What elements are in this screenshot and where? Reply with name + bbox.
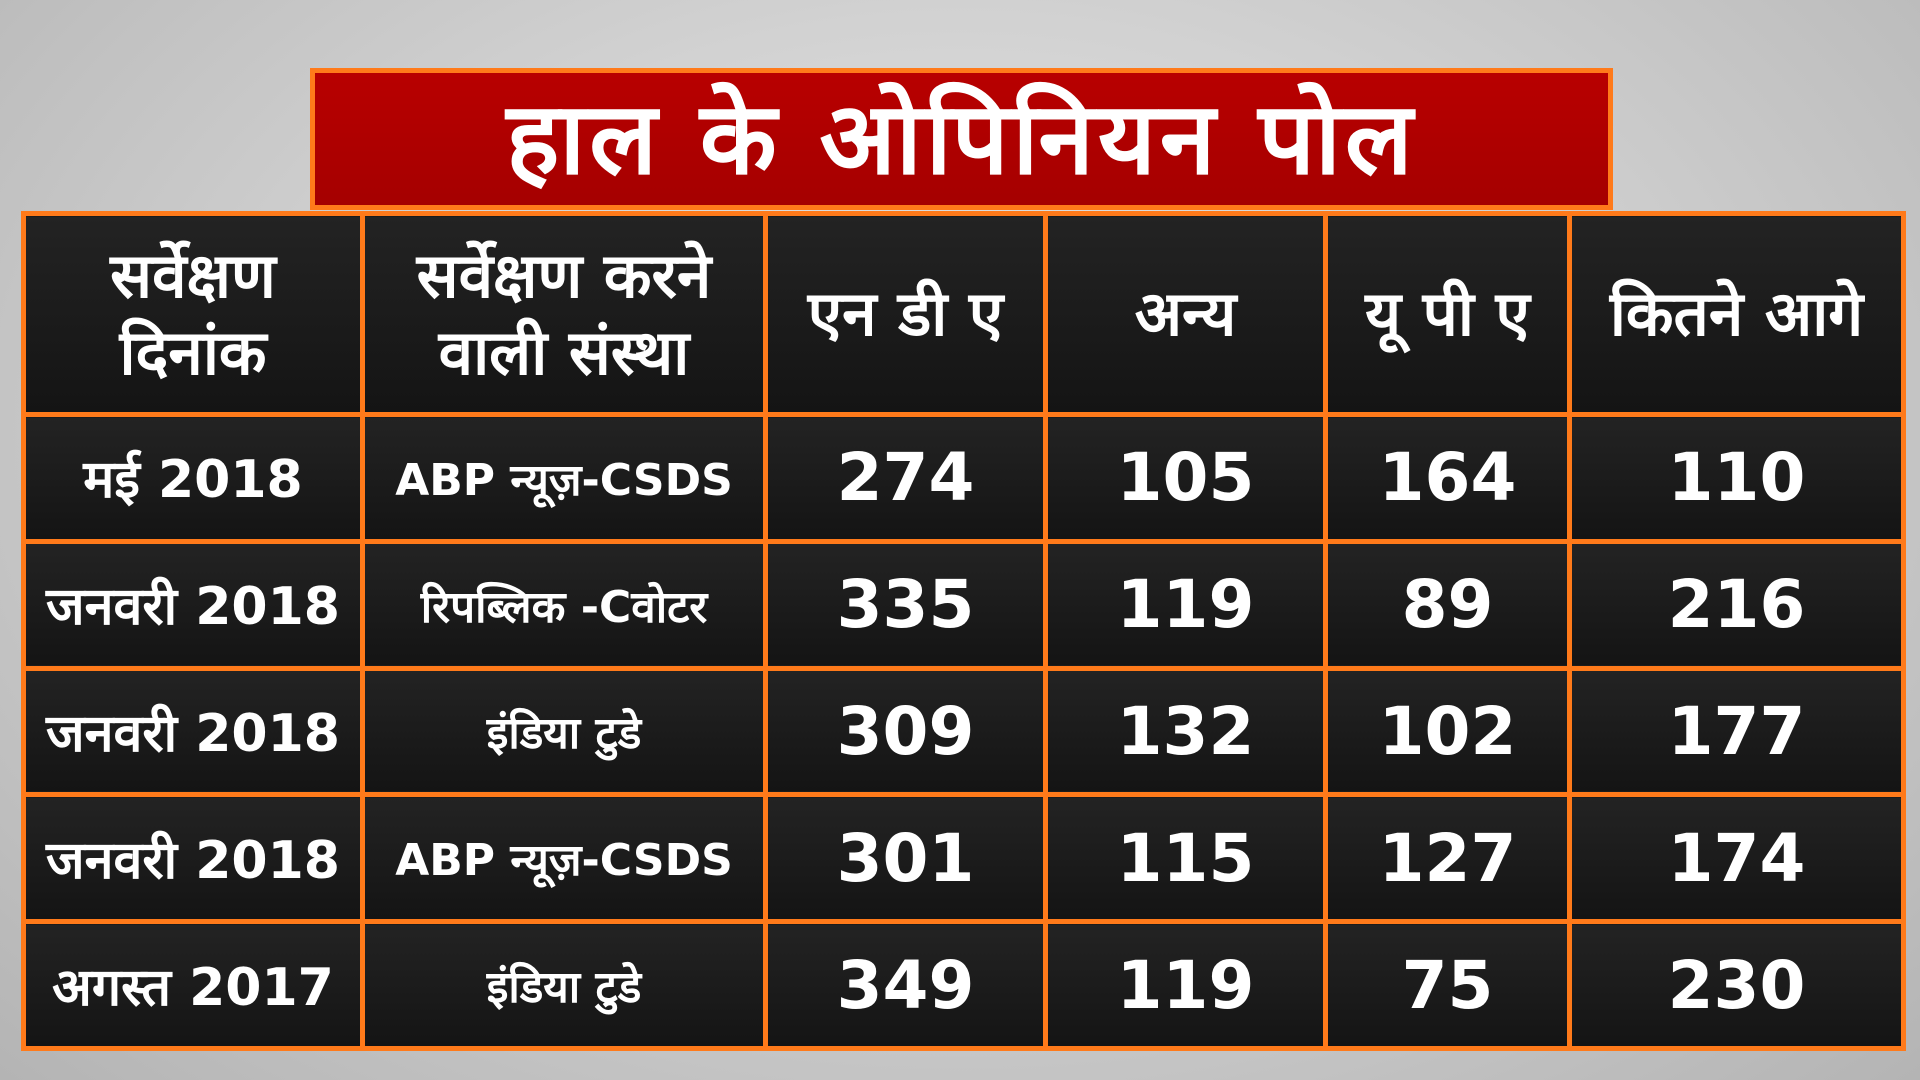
header-lead: कितने आगे bbox=[1567, 211, 1906, 417]
cell-survey-agency: इंडिया टुडे bbox=[360, 665, 768, 798]
cell-survey-agency: रिपब्लिक -Cवोटर bbox=[360, 538, 768, 671]
cell-survey-agency: इंडिया टुडे bbox=[360, 919, 768, 1051]
cell-survey-agency: ABP न्यूज़-CSDS bbox=[360, 792, 768, 925]
cell-others: 115 bbox=[1043, 792, 1328, 925]
cell-survey-date: जनवरी 2018 bbox=[21, 792, 365, 925]
cell-upa: 89 bbox=[1323, 538, 1572, 671]
cell-survey-agency: ABP न्यूज़-CSDS bbox=[360, 412, 768, 544]
table-row: मई 2018 ABP न्यूज़-CSDS 274 105 164 110 bbox=[21, 412, 1906, 544]
cell-lead: 216 bbox=[1567, 538, 1906, 671]
cell-others: 105 bbox=[1043, 412, 1328, 544]
cell-nda: 309 bbox=[763, 665, 1048, 798]
cell-survey-date: अगस्त 2017 bbox=[21, 919, 365, 1051]
cell-upa: 102 bbox=[1323, 665, 1572, 798]
cell-nda: 335 bbox=[763, 538, 1048, 671]
cell-lead: 177 bbox=[1567, 665, 1906, 798]
cell-nda: 274 bbox=[763, 412, 1048, 544]
cell-upa: 127 bbox=[1323, 792, 1572, 925]
cell-nda: 349 bbox=[763, 919, 1048, 1051]
table-row: अगस्त 2017 इंडिया टुडे 349 119 75 230 bbox=[21, 919, 1906, 1051]
cell-upa: 75 bbox=[1323, 919, 1572, 1051]
table-header-row: सर्वेक्षण दिनांक सर्वेक्षण करने वाली संस… bbox=[21, 211, 1906, 417]
header-others: अन्य bbox=[1043, 211, 1328, 417]
table-row: जनवरी 2018 रिपब्लिक -Cवोटर 335 119 89 21… bbox=[21, 538, 1906, 671]
table-row: जनवरी 2018 इंडिया टुडे 309 132 102 177 bbox=[21, 665, 1906, 798]
cell-lead: 230 bbox=[1567, 919, 1906, 1051]
cell-upa: 164 bbox=[1323, 412, 1572, 544]
header-upa: यू पी ए bbox=[1323, 211, 1572, 417]
page-title: हाल के ओपिनियन पोल bbox=[506, 80, 1417, 197]
title-banner: हाल के ओपिनियन पोल bbox=[310, 68, 1613, 210]
cell-nda: 301 bbox=[763, 792, 1048, 925]
cell-survey-date: जनवरी 2018 bbox=[21, 538, 365, 671]
cell-others: 119 bbox=[1043, 919, 1328, 1051]
header-survey-agency: सर्वेक्षण करने वाली संस्था bbox=[360, 211, 768, 417]
header-nda: एन डी ए bbox=[763, 211, 1048, 417]
cell-survey-date: जनवरी 2018 bbox=[21, 665, 365, 798]
cell-lead: 110 bbox=[1567, 412, 1906, 544]
opinion-poll-table: सर्वेक्षण दिनांक सर्वेक्षण करने वाली संस… bbox=[21, 211, 1906, 1051]
table-row: जनवरी 2018 ABP न्यूज़-CSDS 301 115 127 1… bbox=[21, 792, 1906, 925]
cell-others: 132 bbox=[1043, 665, 1328, 798]
cell-survey-date: मई 2018 bbox=[21, 412, 365, 544]
cell-others: 119 bbox=[1043, 538, 1328, 671]
cell-lead: 174 bbox=[1567, 792, 1906, 925]
header-survey-date: सर्वेक्षण दिनांक bbox=[21, 211, 365, 417]
